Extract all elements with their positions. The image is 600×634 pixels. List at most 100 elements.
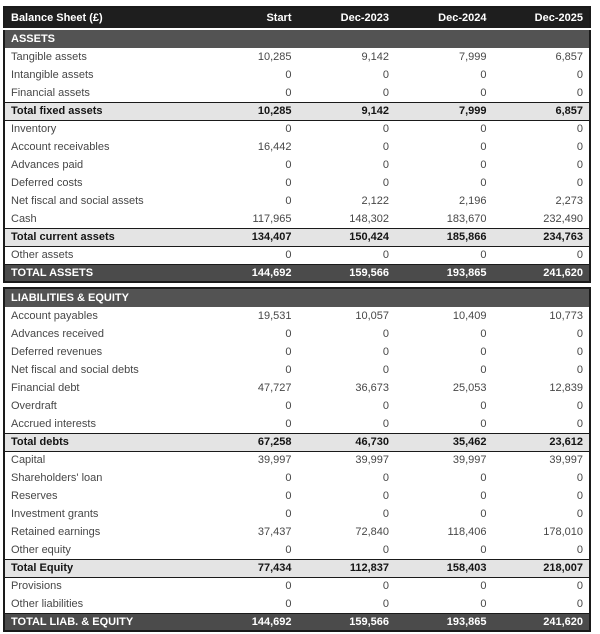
cell-value: 0 bbox=[200, 541, 298, 559]
cell-value: 0 bbox=[395, 246, 493, 264]
cell-value: 0 bbox=[297, 541, 395, 559]
cell-value: 118,406 bbox=[395, 523, 493, 541]
row-label: Cash bbox=[4, 210, 200, 228]
cell-value: 0 bbox=[297, 66, 395, 84]
cell-value: 0 bbox=[492, 469, 590, 487]
cell-value: 39,997 bbox=[200, 451, 298, 469]
cell-value: 0 bbox=[297, 469, 395, 487]
cell-value: 0 bbox=[297, 487, 395, 505]
grand-total-row: TOTAL LIAB. & EQUITY 144,692 159,566 193,86… bbox=[4, 612, 590, 631]
cell-value: 0 bbox=[200, 361, 298, 379]
cell-value: 0 bbox=[200, 415, 298, 433]
cell-value: 46,730 bbox=[297, 432, 395, 452]
table-row: Reserves 0 0 0 0 bbox=[4, 487, 590, 505]
cell-value: 150,424 bbox=[297, 227, 395, 247]
table-row: Financial debt 47,727 36,673 25,053 12,839 bbox=[4, 379, 590, 397]
cell-value: 25,053 bbox=[395, 379, 493, 397]
table-row: Other assets 0 0 0 0 bbox=[4, 246, 590, 264]
cell-value: 0 bbox=[492, 505, 590, 523]
cell-value: 0 bbox=[395, 120, 493, 138]
cell-value: 6,857 bbox=[492, 48, 590, 66]
cell-value: 0 bbox=[492, 577, 590, 595]
table-row: Advances paid 0 0 0 0 bbox=[4, 156, 590, 174]
row-label: Financial assets bbox=[4, 84, 200, 102]
table-row: Inventory 0 0 0 0 bbox=[4, 120, 590, 138]
cell-value: 0 bbox=[200, 343, 298, 361]
cell-value: 39,997 bbox=[395, 451, 493, 469]
table-row: Deferred revenues 0 0 0 0 bbox=[4, 343, 590, 361]
cell-value: 0 bbox=[200, 192, 298, 210]
cell-value: 0 bbox=[297, 120, 395, 138]
section-header-row: LIABILITIES & EQUITY bbox=[4, 288, 590, 307]
cell-value: 0 bbox=[395, 487, 493, 505]
table-row: Overdraft 0 0 0 0 bbox=[4, 397, 590, 415]
row-label: Account payables bbox=[4, 307, 200, 325]
cell-value: 7,999 bbox=[395, 48, 493, 66]
cell-value: 0 bbox=[395, 156, 493, 174]
cell-value: 0 bbox=[297, 577, 395, 595]
cell-value: 0 bbox=[395, 541, 493, 559]
table-row: Shareholders' loan 0 0 0 0 bbox=[4, 469, 590, 487]
cell-value: 16,442 bbox=[200, 138, 298, 156]
cell-value: 0 bbox=[297, 415, 395, 433]
cell-value: 193,865 bbox=[395, 612, 493, 631]
cell-value: 0 bbox=[200, 66, 298, 84]
cell-value: 241,620 bbox=[492, 263, 590, 282]
cell-value: 232,490 bbox=[492, 210, 590, 228]
row-label: TOTAL LIAB. & EQUITY bbox=[4, 612, 200, 631]
table-row: Net fiscal and social debts 0 0 0 0 bbox=[4, 361, 590, 379]
row-label: Accrued interests bbox=[4, 415, 200, 433]
cell-value: 9,142 bbox=[297, 48, 395, 66]
table-row: Investment grants 0 0 0 0 bbox=[4, 505, 590, 523]
row-label: Total debts bbox=[4, 432, 200, 452]
cell-value: 112,837 bbox=[297, 558, 395, 578]
row-label: Other equity bbox=[4, 541, 200, 559]
cell-value: 0 bbox=[200, 469, 298, 487]
cell-value: 148,302 bbox=[297, 210, 395, 228]
row-label: Intangible assets bbox=[4, 66, 200, 84]
row-label: Total fixed assets bbox=[4, 101, 200, 121]
cell-value: 0 bbox=[492, 174, 590, 192]
table-row: Tangible assets 10,285 9,142 7,999 6,857 bbox=[4, 48, 590, 66]
row-label: Net fiscal and social assets bbox=[4, 192, 200, 210]
cell-value: 0 bbox=[395, 505, 493, 523]
section-header-row: ASSETS bbox=[4, 29, 590, 48]
subtotal-row: Total debts 67,258 46,730 35,462 23,612 bbox=[4, 432, 590, 452]
cell-value: 0 bbox=[395, 343, 493, 361]
cell-value: 23,612 bbox=[492, 432, 590, 452]
cell-value: 0 bbox=[492, 487, 590, 505]
cell-value: 10,285 bbox=[200, 101, 298, 121]
cell-value: 10,285 bbox=[200, 48, 298, 66]
cell-value: 0 bbox=[297, 397, 395, 415]
cell-value: 10,773 bbox=[492, 307, 590, 325]
cell-value: 2,196 bbox=[395, 192, 493, 210]
cell-value: 0 bbox=[492, 66, 590, 84]
row-label: Deferred costs bbox=[4, 174, 200, 192]
cell-value: 193,865 bbox=[395, 263, 493, 282]
row-label: Deferred revenues bbox=[4, 343, 200, 361]
cell-value: 0 bbox=[200, 595, 298, 613]
cell-value: 0 bbox=[492, 156, 590, 174]
cell-value: 159,566 bbox=[297, 612, 395, 631]
cell-value: 0 bbox=[297, 361, 395, 379]
table-row: Advances received 0 0 0 0 bbox=[4, 325, 590, 343]
cell-value: 218,007 bbox=[492, 558, 590, 578]
table-header-row: Balance Sheet (£) Start Dec-2023 Dec-202… bbox=[4, 7, 590, 30]
cell-value: 0 bbox=[297, 138, 395, 156]
cell-value: 134,407 bbox=[200, 227, 298, 247]
cell-value: 234,763 bbox=[492, 227, 590, 247]
row-label: Other liabilities bbox=[4, 595, 200, 613]
row-label: Advances paid bbox=[4, 156, 200, 174]
row-label: Total current assets bbox=[4, 227, 200, 247]
cell-value: 47,727 bbox=[200, 379, 298, 397]
cell-value: 2,122 bbox=[297, 192, 395, 210]
table-row: Other liabilities 0 0 0 0 bbox=[4, 595, 590, 613]
cell-value: 10,057 bbox=[297, 307, 395, 325]
cell-value: 6,857 bbox=[492, 101, 590, 121]
row-label: TOTAL ASSETS bbox=[4, 263, 200, 282]
cell-value: 0 bbox=[395, 361, 493, 379]
cell-value: 0 bbox=[492, 415, 590, 433]
cell-value: 0 bbox=[297, 325, 395, 343]
table-row: Other equity 0 0 0 0 bbox=[4, 541, 590, 559]
cell-value: 0 bbox=[395, 397, 493, 415]
